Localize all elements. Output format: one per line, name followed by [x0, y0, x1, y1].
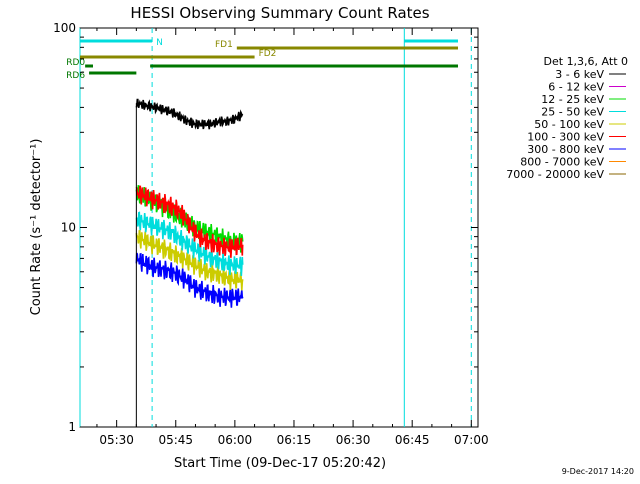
x-tick-label: 06:00 — [218, 433, 253, 447]
y-axis: 1 10 100 — [53, 21, 478, 434]
y-axis-label: Count Rate (s⁻¹ detector⁻¹) — [29, 139, 44, 316]
series-line — [135, 98, 244, 130]
flag-bar-label: FD1 — [215, 40, 233, 50]
legend-entry-label: 300 - 800 keV — [527, 143, 604, 156]
flag-bars: N FD1 FD2 RD0 RD6 — [66, 38, 458, 81]
flag-bar-label: FD2 — [259, 49, 277, 59]
x-tick-label: 05:45 — [158, 433, 193, 447]
legend-entry-label: 50 - 100 keV — [534, 118, 604, 131]
y-tick-label: 100 — [53, 21, 76, 35]
legend-title: Det 1,3,6, Att 0 — [544, 55, 628, 68]
x-axis-label: Start Time (09-Dec-17 05:20:42) — [174, 456, 386, 471]
y-tick-label: 10 — [61, 221, 76, 235]
y-tick-label: 1 — [68, 420, 76, 434]
series-line — [135, 185, 244, 258]
flag-bar-label: RD0 — [66, 58, 85, 68]
series-line — [135, 211, 244, 276]
x-tick-label: 06:45 — [395, 433, 430, 447]
x-axis: 05:30 05:45 06:00 06:15 06:30 06:45 07:00 — [96, 28, 489, 447]
series-layer — [135, 98, 244, 427]
series-line — [135, 252, 244, 308]
x-tick-label: 07:00 — [454, 433, 489, 447]
legend-entry-label: 7000 - 20000 keV — [506, 168, 604, 181]
legend-entry-label: 3 - 6 keV — [555, 68, 604, 81]
x-tick-label: 06:30 — [336, 433, 371, 447]
x-tick-label: 06:15 — [277, 433, 312, 447]
legend-entry-label: 12 - 25 keV — [541, 93, 604, 106]
legend-entry-label: 800 - 7000 keV — [520, 156, 604, 169]
series-line — [135, 229, 244, 291]
vertical-markers — [79, 28, 472, 427]
legend-entry-label: 6 - 12 keV — [548, 81, 604, 94]
x-tick-label: 05:30 — [99, 433, 134, 447]
legend-entry-label: 100 - 300 keV — [527, 131, 604, 144]
timestamp: 9-Dec-2017 14:20 — [562, 467, 634, 476]
legend-entry-label: 25 - 50 keV — [541, 106, 604, 119]
flag-bar-label: N — [156, 38, 163, 48]
flag-bar-label: RD6 — [66, 71, 85, 81]
chart-title: HESSI Observing Summary Count Rates — [130, 4, 429, 22]
